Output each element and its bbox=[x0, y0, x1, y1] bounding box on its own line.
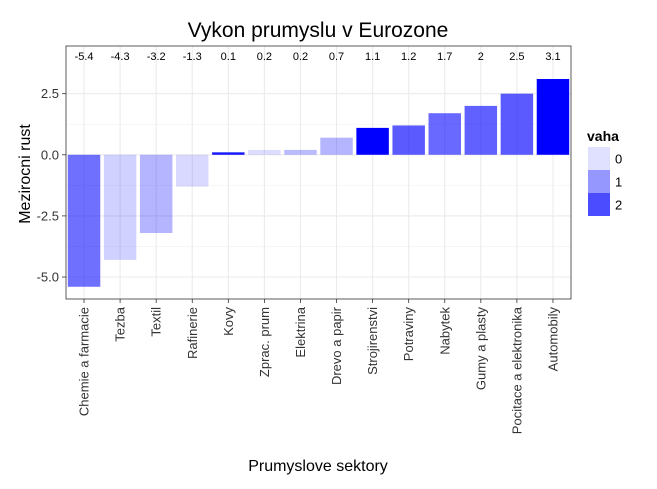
bar bbox=[139, 154, 173, 233]
data-label: -5.4 bbox=[75, 51, 94, 63]
data-label: -1.3 bbox=[183, 51, 202, 63]
data-label: 1.1 bbox=[365, 51, 380, 63]
y-tick-label: 2.5 bbox=[41, 86, 59, 101]
data-label: 1.7 bbox=[437, 51, 452, 63]
data-label: 0.1 bbox=[221, 51, 236, 63]
y-tick-label: -2.5 bbox=[37, 208, 59, 223]
bar bbox=[212, 152, 245, 155]
bar bbox=[320, 137, 353, 155]
data-label: 0.2 bbox=[293, 51, 308, 63]
x-tick-label: Tezba bbox=[113, 306, 128, 341]
x-tick-label: Strojirenstvi bbox=[365, 307, 380, 375]
x-tick-label: Potraviny bbox=[401, 307, 416, 362]
x-tick-label: Zprac. prum bbox=[257, 307, 272, 377]
legend-key bbox=[588, 170, 610, 193]
data-label: 2 bbox=[478, 51, 484, 63]
legend-key bbox=[588, 147, 610, 170]
x-tick-label: Automobily bbox=[545, 307, 560, 372]
bar bbox=[464, 105, 498, 155]
legend-label: 2 bbox=[615, 198, 622, 213]
x-tick-label: Rafinerie bbox=[185, 307, 200, 359]
y-axis-label: Mezirocni rust bbox=[17, 124, 34, 224]
x-tick-label: Kovy bbox=[221, 307, 236, 336]
x-tick-label: Gumy a plasty bbox=[473, 307, 488, 391]
data-label: 1.2 bbox=[401, 51, 416, 63]
bar bbox=[392, 125, 425, 155]
data-label: 0.2 bbox=[257, 51, 272, 63]
data-label: 2.5 bbox=[509, 51, 524, 63]
x-tick-label: Chemie a farmacie bbox=[77, 307, 92, 416]
chart-title: Vykon prumyslu v Eurozone bbox=[188, 19, 449, 42]
data-label: -3.2 bbox=[147, 51, 166, 63]
x-tick-label: Nabytek bbox=[437, 307, 452, 355]
grid-lines bbox=[66, 46, 571, 299]
bar bbox=[67, 154, 101, 287]
legend: vaha 0 1 2 bbox=[587, 128, 622, 216]
data-labels: -5.4 -4.3 -3.2 -1.3 0.1 0.2 0.2 0.7 1.1 1.2 1.7 2 2.… bbox=[75, 51, 561, 63]
data-label: -4.3 bbox=[111, 51, 130, 63]
bar bbox=[356, 127, 389, 155]
bar bbox=[284, 149, 317, 155]
bar bbox=[428, 113, 461, 155]
legend-key bbox=[588, 193, 610, 216]
plot-panel bbox=[66, 46, 571, 299]
y-tick-label: 0.0 bbox=[41, 147, 59, 162]
legend-label: 0 bbox=[615, 152, 622, 167]
x-tick-label: Drevo a papir bbox=[329, 306, 344, 385]
bar bbox=[103, 154, 137, 260]
bar bbox=[500, 93, 534, 155]
legend-label: 1 bbox=[615, 175, 622, 190]
data-label: 0.7 bbox=[329, 51, 344, 63]
panel-border bbox=[65, 45, 572, 300]
bar bbox=[176, 154, 209, 187]
y-tick-label: -5.0 bbox=[37, 270, 59, 285]
bar bbox=[536, 79, 570, 155]
x-tick-label: Textil bbox=[149, 307, 164, 337]
bar bbox=[248, 149, 281, 155]
x-axis-label: Prumyslove sektory bbox=[248, 458, 388, 475]
x-tick-label: Elektrina bbox=[293, 306, 308, 357]
data-label: 3.1 bbox=[545, 51, 560, 63]
x-tick-label: Pocitace a elektronika bbox=[509, 306, 524, 434]
bars bbox=[65, 45, 572, 300]
legend-title: vaha bbox=[587, 128, 619, 144]
